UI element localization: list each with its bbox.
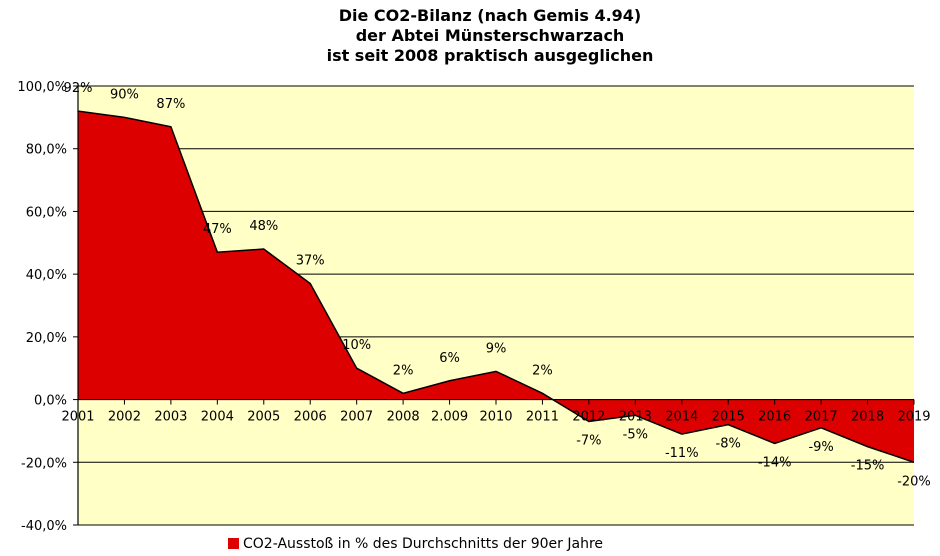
x-tick-label: 2011 [526,410,559,425]
data-label: 90% [110,87,139,102]
x-tick-label: 2012 [572,410,605,425]
data-label: -5% [623,427,648,442]
data-label: 37% [296,254,325,269]
y-tick-label: 40,0% [26,268,67,283]
x-tick-label: 2013 [619,410,652,425]
data-label: -11% [665,446,699,461]
data-label: 10% [342,338,371,353]
data-label: 6% [439,351,460,366]
legend-label: CO2-Ausstoß in % des Durchschnitts der 9… [243,536,604,552]
legend-swatch [228,538,239,549]
y-tick-label: 100,0% [17,80,67,95]
y-tick-label: 80,0% [26,143,67,158]
data-label: -9% [808,440,833,455]
x-tick-label: 2006 [294,410,327,425]
data-label: 87% [156,97,185,112]
chart-title: Die CO2-Bilanz (nach Gemis 4.94) der Abt… [0,6,940,66]
y-tick-label: 0,0% [34,394,67,409]
x-tick-label: 2014 [665,410,698,425]
data-label: 2% [393,363,414,378]
legend: CO2-Ausstoß in % des Durchschnitts der 9… [228,536,603,556]
data-label: 48% [249,219,278,234]
data-label: 92% [64,81,93,96]
y-tick-label: -20,0% [21,456,67,471]
data-label: -15% [851,459,885,474]
x-tick-label: 2018 [851,410,884,425]
data-label: 2% [532,363,553,378]
y-tick-label: 20,0% [26,331,67,346]
x-tick-label: 2004 [201,410,234,425]
y-tick-label: 60,0% [26,205,67,220]
series-outline [77,110,915,464]
data-label: -20% [897,474,931,489]
y-axis: 100,0% 80,0% 60,0% 40,0% 20,0% 0,0% -20,0% -40,… [17,80,79,534]
x-tick-label: 2001 [61,410,94,425]
x-axis: 2001 2002 2003 2004 2005 2006 2007 2008 2.009 201… [61,398,931,425]
x-tick-label: 2002 [108,410,141,425]
x-tick-label: 2017 [805,410,838,425]
x-tick-label: 2007 [340,410,373,425]
x-tick-label: 2010 [479,410,512,425]
data-label: -7% [576,434,601,449]
series-area [78,111,914,463]
x-tick-label: 2015 [712,410,745,425]
title-line-1: Die CO2-Bilanz (nach Gemis 4.94) [338,6,642,25]
x-tick-label: 2.009 [431,410,468,425]
x-tick-label: 2003 [154,410,187,425]
x-tick-label: 2016 [758,410,791,425]
title-line-2: der Abtei Münsterschwarzach [355,26,625,45]
x-tick-label: 2019 [897,410,930,425]
y-tick-label: -40,0% [21,519,67,534]
data-label: -14% [758,455,792,470]
title-line-3: ist seit 2008 praktisch ausgeglichen [326,46,654,65]
data-label: -8% [716,437,741,452]
x-tick-label: 2008 [387,410,420,425]
data-label: 9% [486,341,507,356]
data-labels: 92% 90%87%47% 48%37%10%2%6%9%2%-7% -5%-11%-… [64,81,931,489]
x-tick-label: 2005 [247,410,280,425]
